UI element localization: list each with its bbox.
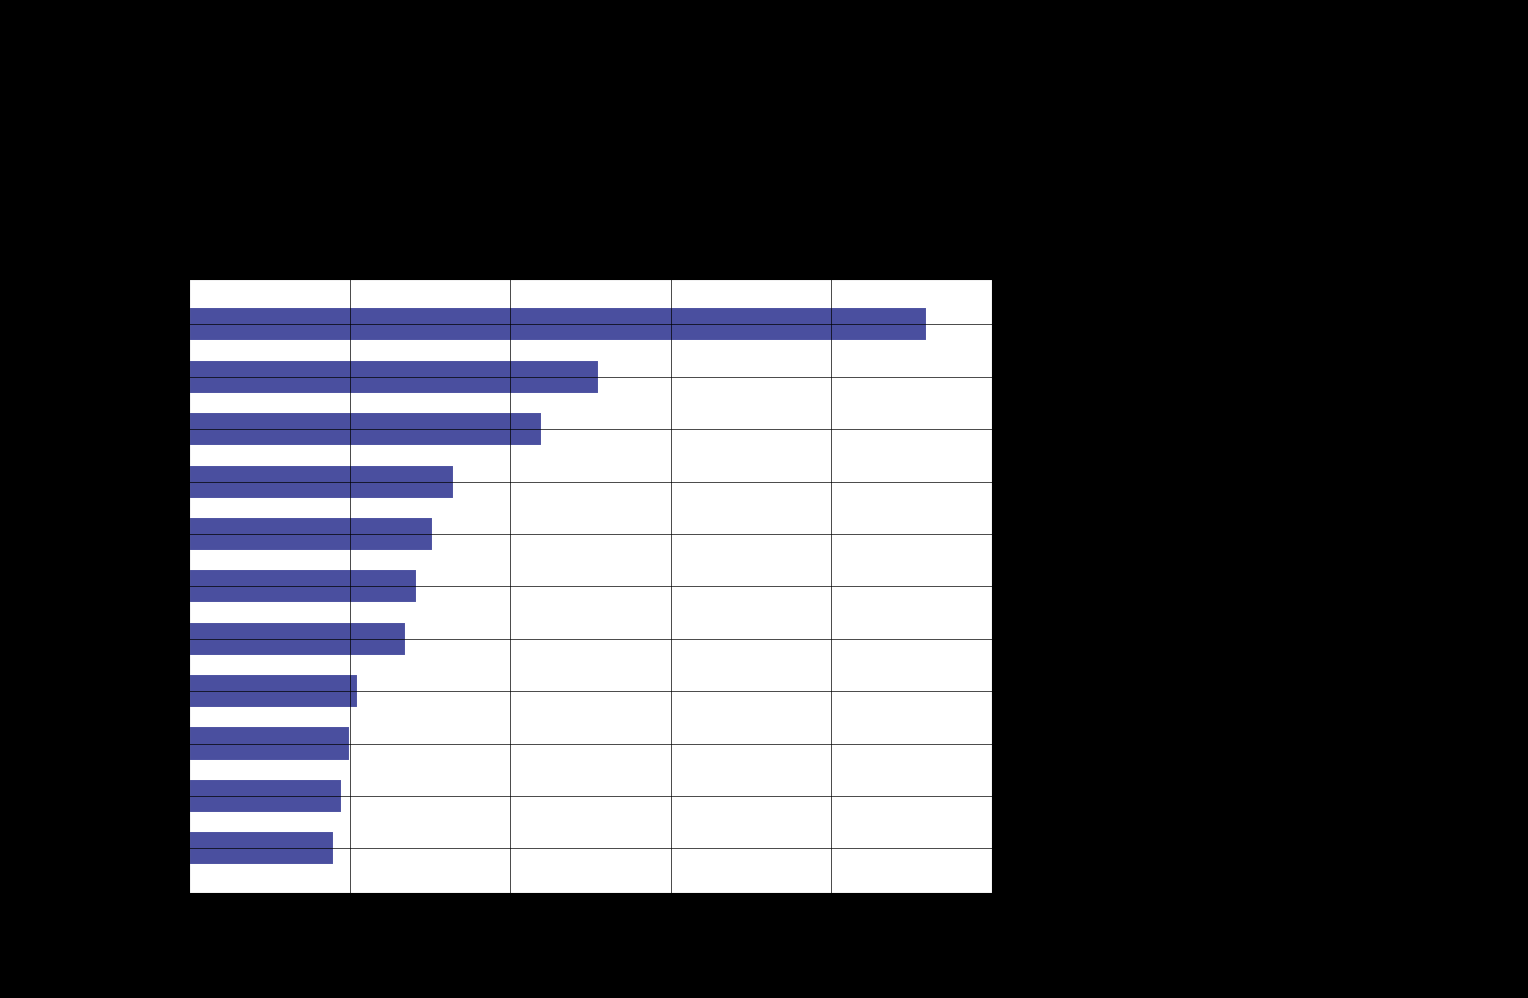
Bar bbox=[189, 412, 542, 446]
Text: eurojatalous.fi: eurojatalous.fi bbox=[189, 952, 298, 967]
Bar bbox=[189, 517, 434, 551]
Bar bbox=[189, 831, 335, 865]
Bar bbox=[189, 674, 358, 709]
Bar bbox=[189, 727, 350, 760]
Bar bbox=[189, 778, 342, 813]
Bar bbox=[189, 464, 454, 499]
Text: 7.12.2020: 7.12.2020 bbox=[189, 926, 266, 941]
Bar bbox=[189, 307, 927, 341]
Bar bbox=[189, 622, 406, 656]
Bar bbox=[189, 359, 599, 394]
Bar bbox=[189, 569, 417, 604]
